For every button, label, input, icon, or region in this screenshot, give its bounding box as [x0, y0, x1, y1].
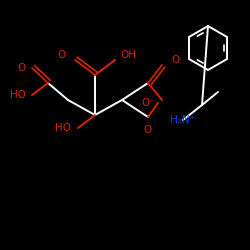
Text: O⁻: O⁻ [141, 98, 155, 108]
Text: HO: HO [55, 123, 71, 133]
Text: OH: OH [120, 50, 136, 60]
Text: O: O [18, 63, 26, 73]
Text: O: O [144, 125, 152, 135]
Text: HO: HO [10, 90, 26, 100]
Text: O: O [171, 55, 179, 65]
Text: H₃N⁺: H₃N⁺ [170, 115, 196, 125]
Text: O: O [58, 50, 66, 60]
